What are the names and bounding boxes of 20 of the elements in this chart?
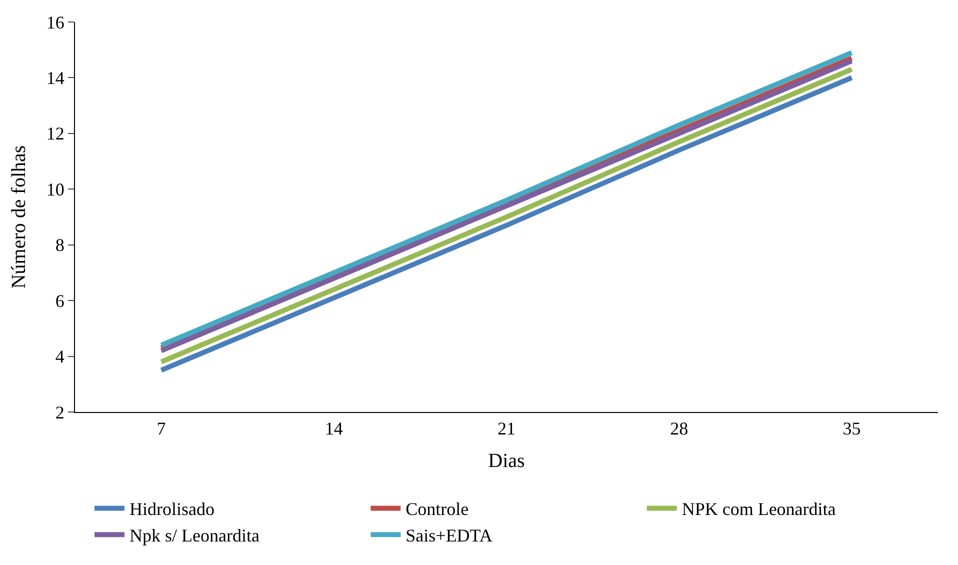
x-tick-label: 28 bbox=[670, 418, 688, 439]
x-tick-label: 35 bbox=[842, 418, 861, 439]
legend-label: Npk s/ Leonardita bbox=[130, 526, 260, 546]
legend-label: Sais+EDTA bbox=[406, 526, 492, 546]
y-tick-label: 2 bbox=[55, 402, 64, 422]
legend-label: Controle bbox=[406, 499, 469, 520]
x-axis-title: Dias bbox=[488, 450, 526, 472]
x-tick-label: 21 bbox=[498, 418, 516, 439]
y-axis-title: Número de folhas bbox=[8, 145, 30, 289]
y-tick-label: 14 bbox=[46, 68, 64, 88]
y-tick-label: 6 bbox=[55, 290, 64, 311]
x-tick-label: 7 bbox=[156, 418, 166, 439]
x-tick-label: 14 bbox=[324, 418, 343, 439]
y-tick-label: 4 bbox=[55, 346, 64, 367]
legend-label: Hidrolisado bbox=[130, 499, 214, 520]
y-tick-label: 8 bbox=[55, 235, 64, 256]
y-tick-label: 16 bbox=[46, 12, 64, 32]
y-tick-label: 10 bbox=[46, 179, 64, 200]
legend-label: NPK com Leonardita bbox=[682, 499, 836, 520]
y-tick-label: 12 bbox=[46, 124, 64, 144]
